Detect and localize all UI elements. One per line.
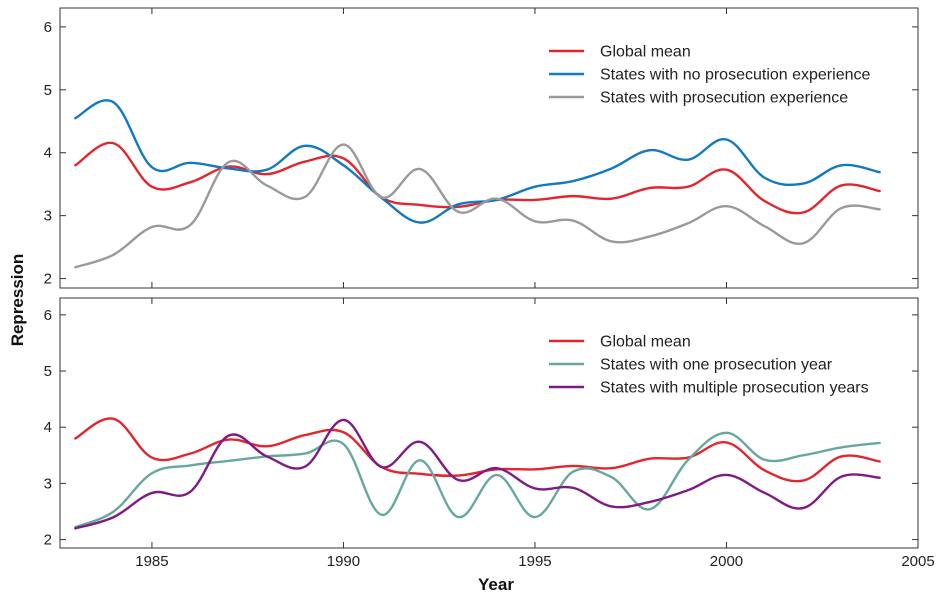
y-axis-title: Repression bbox=[8, 254, 27, 347]
x-tick-label: 1985 bbox=[135, 553, 168, 570]
legend-label: Global mean bbox=[600, 44, 691, 61]
y-tick-label: 2 bbox=[44, 271, 52, 288]
y-tick-label: 4 bbox=[44, 419, 52, 436]
series-line bbox=[74, 417, 881, 483]
y-tick-label: 5 bbox=[44, 363, 52, 380]
y-tick-label: 6 bbox=[44, 19, 52, 36]
legend-label: Global mean bbox=[600, 334, 691, 351]
series-line bbox=[74, 418, 881, 530]
series-line bbox=[74, 143, 881, 269]
panel-top: 2 3 4 5 6 Global mean States with no prosecuti… bbox=[44, 7, 919, 289]
panel-bottom: 2 3 4 5 6 1985 1990 1995 2000 2005 Global mean Stat… bbox=[44, 297, 935, 570]
x-tick-label: 2000 bbox=[710, 553, 743, 570]
y-tick-label: 4 bbox=[44, 145, 52, 162]
x-axis-title: Year bbox=[478, 575, 514, 594]
x-tick-label: 2005 bbox=[901, 553, 934, 570]
y-tick-label: 5 bbox=[44, 82, 52, 99]
plot-frame bbox=[59, 297, 919, 549]
plot-frame bbox=[59, 7, 919, 289]
y-tick-label: 3 bbox=[44, 208, 52, 225]
y-tick-label: 6 bbox=[44, 307, 52, 324]
legend-label: States with prosecution experience bbox=[600, 90, 848, 107]
series-line bbox=[74, 99, 881, 224]
x-tick-label: 1995 bbox=[518, 553, 551, 570]
y-tick-label: 2 bbox=[44, 532, 52, 549]
x-tick-label: 1990 bbox=[327, 553, 360, 570]
legend-label: States with multiple prosecution years bbox=[600, 380, 869, 397]
legend-label: States with no prosecution experience bbox=[600, 67, 870, 84]
series-line bbox=[74, 141, 881, 215]
y-tick-label: 3 bbox=[44, 475, 52, 492]
series-line bbox=[74, 431, 881, 529]
legend-label: States with one prosecution year bbox=[600, 357, 833, 374]
